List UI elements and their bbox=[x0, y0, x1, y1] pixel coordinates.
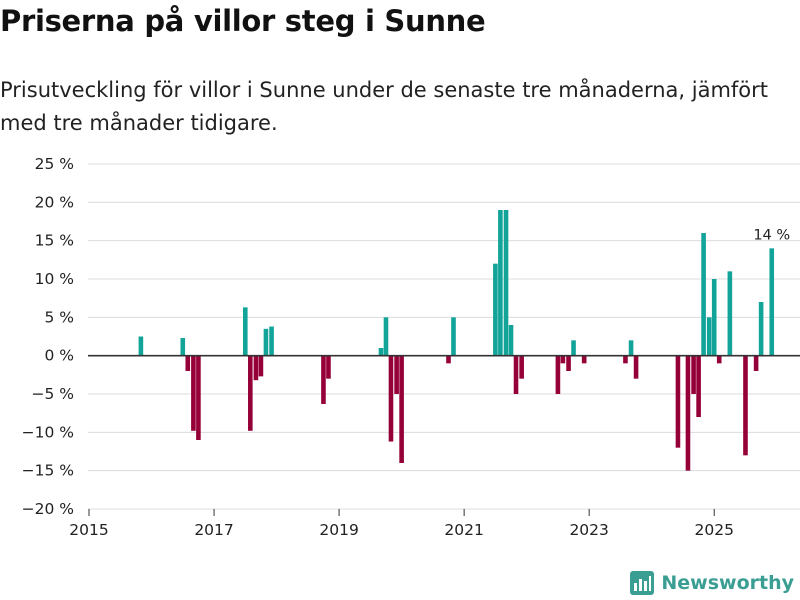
y-tick-label: 15 % bbox=[35, 232, 74, 250]
bar-positive bbox=[711, 279, 717, 356]
bar-negative bbox=[258, 355, 264, 377]
y-axis-ticks: 25 % 20 % 15 % 10 % 5 % 0 % −5 % −10 % −15 % −20 … bbox=[22, 155, 74, 518]
bar-positive bbox=[758, 302, 764, 356]
bar-positive bbox=[498, 210, 503, 356]
y-tick-label: 20 % bbox=[35, 193, 74, 211]
x-tick-label: 2015 bbox=[69, 521, 108, 539]
bar-positive bbox=[378, 348, 384, 356]
bar-positive bbox=[769, 248, 775, 356]
bar-positive bbox=[138, 336, 144, 356]
y-tick-label: −15 % bbox=[22, 462, 74, 480]
bars bbox=[138, 210, 775, 471]
brand-logo: Newsworthy bbox=[629, 570, 794, 596]
x-tick-label: 2021 bbox=[444, 521, 483, 539]
y-tick-label: 0 % bbox=[44, 347, 74, 365]
chart-title: Priserna på villor steg i Sunne bbox=[0, 4, 486, 38]
bar-negative bbox=[191, 355, 196, 431]
bar-negative bbox=[691, 355, 696, 394]
grid-lines bbox=[88, 163, 800, 510]
bar-negative bbox=[716, 355, 722, 364]
bar-positive bbox=[493, 263, 498, 356]
bar-negative bbox=[685, 355, 691, 471]
bar-negative bbox=[513, 355, 519, 394]
y-tick-label: 10 % bbox=[35, 270, 74, 288]
x-tick-label: 2019 bbox=[319, 521, 358, 539]
value-label: 14 % bbox=[753, 227, 790, 243]
bar-negative bbox=[388, 355, 394, 442]
bar-negative bbox=[696, 355, 701, 417]
bar-negative bbox=[743, 355, 748, 456]
bar-positive bbox=[243, 307, 248, 356]
y-tick-label: −10 % bbox=[22, 423, 74, 441]
bar-negative bbox=[623, 355, 628, 364]
bar-negative bbox=[253, 355, 259, 381]
annotations: 14 % bbox=[753, 227, 790, 243]
bar-positive bbox=[727, 271, 733, 356]
bar-positive bbox=[451, 317, 456, 356]
bar-negative bbox=[394, 355, 399, 394]
bar-negative bbox=[399, 355, 404, 463]
bar-negative bbox=[446, 355, 451, 364]
chart-subtitle: Prisutveckling för villor i Sunne under … bbox=[0, 78, 769, 135]
bar-positive bbox=[180, 338, 186, 356]
bar-positive bbox=[701, 233, 706, 356]
bar-positive bbox=[263, 328, 269, 356]
y-tick-label: 5 % bbox=[44, 308, 74, 326]
bar-negative bbox=[753, 355, 759, 371]
y-tick-label: −5 % bbox=[31, 385, 74, 403]
bar-negative bbox=[321, 355, 326, 404]
bar-negative bbox=[566, 355, 571, 371]
y-tick-label: 25 % bbox=[35, 155, 74, 173]
bar-negative bbox=[675, 355, 681, 448]
bar-negative bbox=[196, 355, 201, 440]
bar-negative bbox=[560, 355, 566, 364]
bar-positive bbox=[383, 317, 389, 356]
x-tick-label: 2023 bbox=[569, 521, 608, 539]
bar-negative bbox=[555, 355, 561, 394]
brand-name: Newsworthy bbox=[661, 572, 794, 594]
bar-positive bbox=[628, 340, 634, 356]
newsworthy-chart-icon bbox=[630, 571, 655, 595]
x-axis: 2015 2017 2019 2021 2023 2025 bbox=[69, 509, 734, 539]
x-tick-label: 2025 bbox=[694, 521, 733, 539]
bar-positive bbox=[269, 326, 274, 356]
bar-positive bbox=[503, 210, 509, 356]
bar-negative bbox=[519, 355, 524, 379]
bar-positive bbox=[508, 325, 514, 356]
bar-positive bbox=[706, 317, 712, 356]
bar-negative bbox=[633, 355, 639, 379]
x-tick-label: 2017 bbox=[194, 521, 233, 539]
bar-negative bbox=[185, 355, 191, 371]
bar-negative bbox=[326, 355, 331, 379]
bar-positive bbox=[571, 340, 576, 356]
bar-negative bbox=[248, 355, 253, 431]
y-tick-label: −20 % bbox=[22, 500, 74, 518]
bar-negative bbox=[581, 355, 587, 364]
